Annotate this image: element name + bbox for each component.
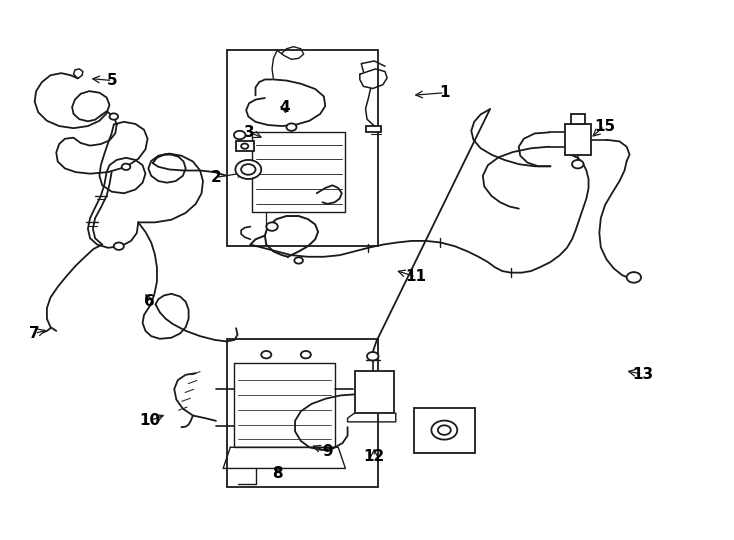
Bar: [227, 339, 378, 487]
Text: 3: 3: [244, 125, 255, 140]
Text: 6: 6: [145, 294, 155, 309]
Circle shape: [241, 164, 255, 175]
Bar: [570, 114, 585, 124]
Circle shape: [266, 222, 277, 231]
Text: 4: 4: [279, 99, 290, 114]
Text: 8: 8: [272, 466, 283, 481]
Circle shape: [438, 426, 451, 435]
Circle shape: [241, 144, 248, 149]
Text: 2: 2: [211, 170, 222, 185]
Bar: [366, 126, 382, 132]
Circle shape: [572, 160, 584, 168]
Text: 11: 11: [405, 269, 426, 285]
Circle shape: [109, 113, 118, 120]
Circle shape: [234, 131, 245, 139]
Bar: [414, 408, 475, 453]
Circle shape: [114, 242, 124, 250]
Text: 1: 1: [440, 85, 450, 100]
Circle shape: [301, 351, 311, 359]
Text: 12: 12: [363, 449, 385, 464]
Circle shape: [627, 272, 641, 283]
Bar: [236, 141, 254, 151]
Bar: [355, 370, 394, 413]
Circle shape: [367, 352, 379, 361]
Circle shape: [236, 160, 261, 179]
Text: 9: 9: [322, 444, 333, 459]
Circle shape: [294, 257, 303, 264]
Text: 14: 14: [450, 438, 471, 453]
Circle shape: [432, 421, 457, 440]
Circle shape: [286, 124, 297, 131]
Circle shape: [122, 164, 131, 170]
Text: 13: 13: [632, 367, 653, 382]
Text: 15: 15: [594, 119, 615, 133]
Circle shape: [261, 351, 272, 359]
Text: 10: 10: [139, 413, 160, 428]
Text: 7: 7: [29, 326, 40, 341]
Bar: [227, 50, 378, 246]
Bar: [565, 124, 591, 154]
Text: 5: 5: [107, 73, 117, 88]
